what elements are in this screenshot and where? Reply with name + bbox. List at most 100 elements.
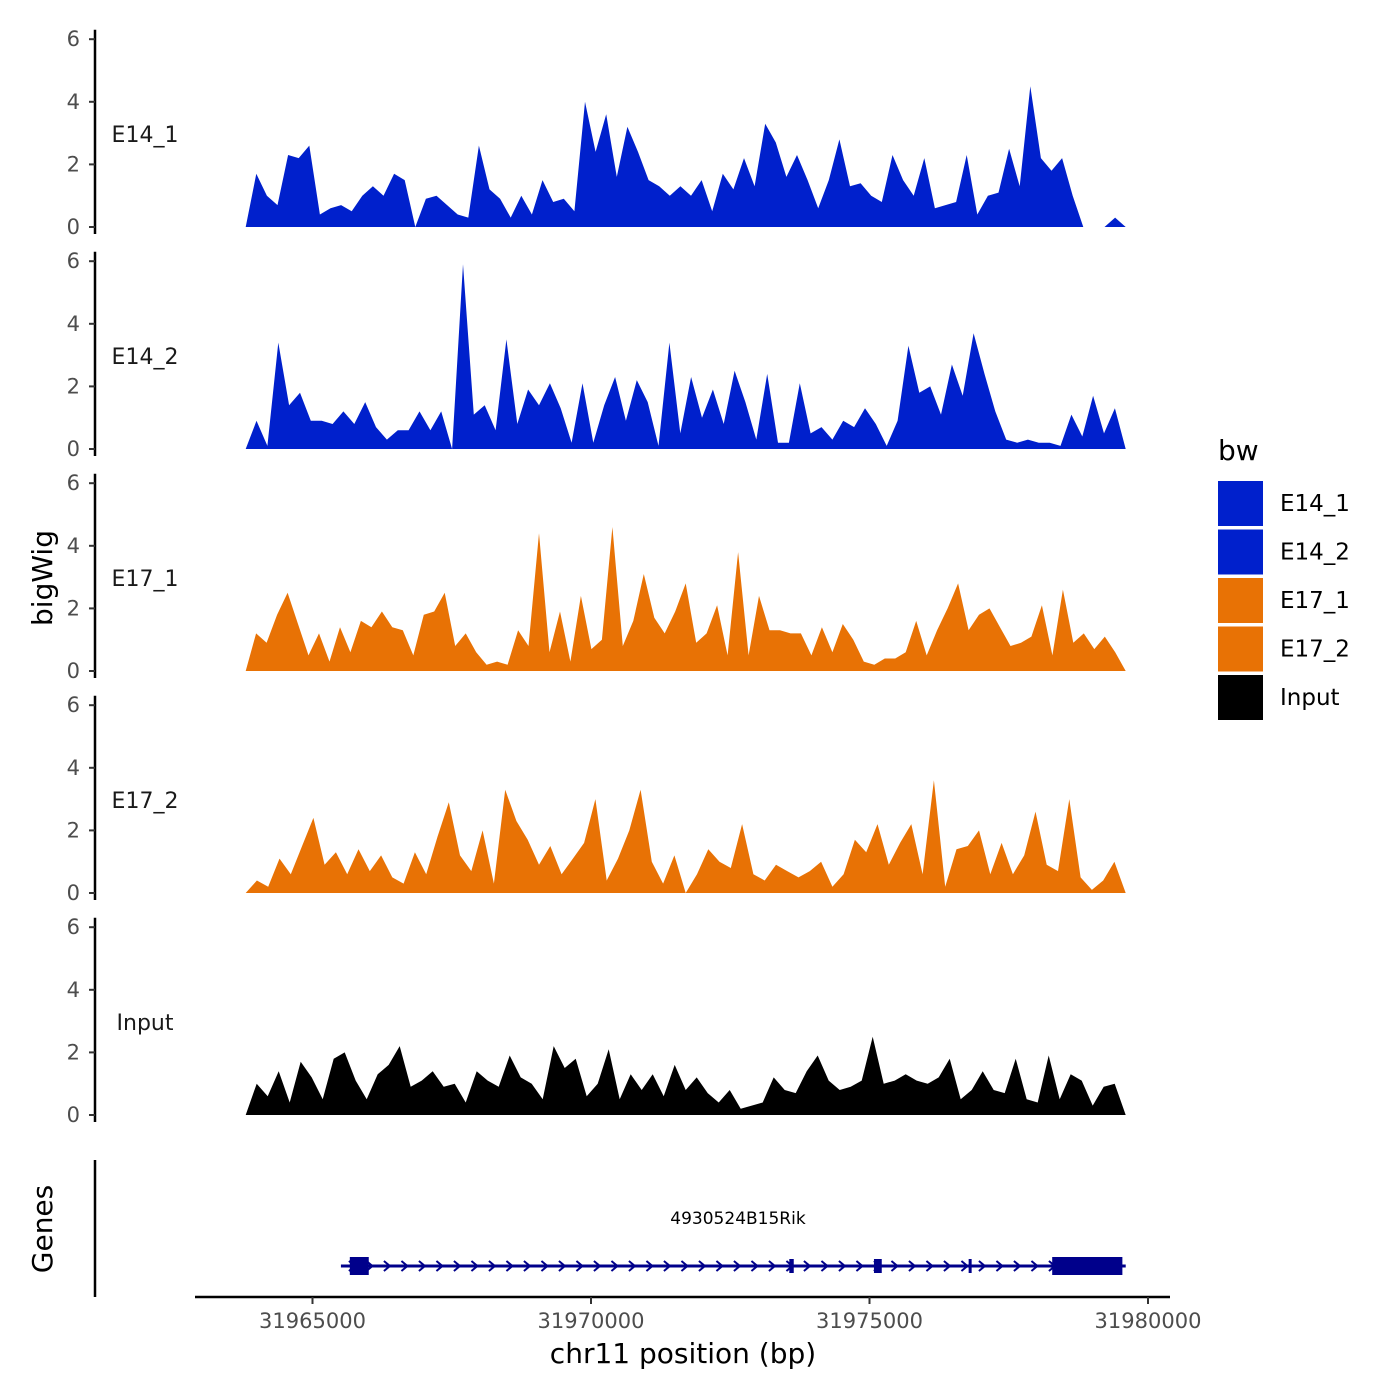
x-tick-label: 31980000 <box>1095 1309 1202 1333</box>
strand-arrow <box>593 1260 602 1272</box>
y-tick-label: 2 <box>67 596 80 620</box>
y-tick-label: 6 <box>67 693 80 717</box>
y-tick-label: 0 <box>67 659 80 683</box>
strand-arrow <box>978 1260 987 1272</box>
track-E14_1: 0 2 4 6 E14_1 <box>67 27 1126 239</box>
legend-title: bw <box>1218 434 1259 467</box>
signal-area-E14_2 <box>245 264 1126 449</box>
y-tick-label: 0 <box>67 881 80 905</box>
track-E17_2: 0 2 4 6 E17_2 <box>67 693 1126 905</box>
y-tick-label: 4 <box>67 756 80 780</box>
strand-arrow <box>418 1260 427 1272</box>
gene-exon <box>968 1259 972 1273</box>
strand-arrow <box>1013 1260 1022 1272</box>
track-label: E17_1 <box>112 567 179 592</box>
gene-exon <box>1052 1257 1123 1275</box>
strand-arrow <box>645 1260 654 1272</box>
signal-area-E17_1 <box>245 527 1126 671</box>
y-axis-title: bigWig <box>26 530 59 626</box>
y-tick-label: 4 <box>67 534 80 558</box>
y-tick-label: 6 <box>67 915 80 939</box>
x-tick-label: 31970000 <box>538 1309 645 1333</box>
strand-arrow <box>750 1260 759 1272</box>
strand-arrow <box>995 1260 1004 1272</box>
y-tick-label: 4 <box>67 90 80 114</box>
strand-arrow <box>960 1260 969 1272</box>
strand-arrow <box>908 1260 917 1272</box>
bigwig-tracks: 0 2 4 6 E14_1 0 2 4 6 E14_2 0 2 4 6 E17_1 0 2 4 6 E17_2 0 2 4 6… <box>67 27 1126 1127</box>
track-label: E14_2 <box>112 345 179 370</box>
x-tick-label: 31975000 <box>816 1309 923 1333</box>
legend: bw E14_1 E14_2 E17_1 E17_2 Input <box>1218 434 1350 720</box>
strand-arrow <box>663 1260 672 1272</box>
track-Input: 0 2 4 6 Input <box>67 915 1126 1127</box>
gene-exon <box>349 1257 369 1275</box>
strand-arrow <box>890 1260 899 1272</box>
legend-label-E14_2: E14_2 <box>1280 540 1350 566</box>
strand-arrow <box>435 1260 444 1272</box>
strand-arrow <box>400 1260 409 1272</box>
strand-arrow <box>488 1260 497 1272</box>
gene-track-y-axis-title: Genes <box>26 1185 59 1273</box>
strand-arrow <box>715 1260 724 1272</box>
y-tick-label: 0 <box>67 437 80 461</box>
strand-arrow <box>768 1260 777 1272</box>
strand-arrow <box>505 1260 514 1272</box>
y-tick-label: 0 <box>67 1103 80 1127</box>
strand-arrow <box>820 1260 829 1272</box>
strand-arrow <box>540 1260 549 1272</box>
x-axis-title: chr11 position (bp) <box>550 1337 816 1370</box>
signal-area-Input <box>245 1036 1126 1115</box>
y-tick-label: 2 <box>67 818 80 842</box>
legend-key-E17_2 <box>1218 626 1263 672</box>
legend-label-E17_2: E17_2 <box>1280 637 1350 663</box>
strand-arrow <box>943 1260 952 1272</box>
track-label: E17_2 <box>112 789 179 814</box>
x-tick-label: 31965000 <box>259 1309 366 1333</box>
signal-area-E14_1 <box>245 86 1126 227</box>
y-tick-label: 6 <box>67 471 80 495</box>
y-tick-label: 2 <box>67 374 80 398</box>
strand-arrow <box>1030 1260 1039 1272</box>
y-tick-label: 4 <box>67 312 80 336</box>
gene-name-label: 4930524B15Rik <box>670 1209 806 1229</box>
strand-arrow <box>698 1260 707 1272</box>
gene-exon <box>789 1259 794 1273</box>
y-tick-label: 6 <box>67 27 80 51</box>
y-tick-label: 2 <box>67 1040 80 1064</box>
y-tick-label: 2 <box>67 152 80 176</box>
legend-label-Input: Input <box>1280 685 1340 711</box>
gene-track: Genes 4930524B15Rik <box>26 1160 1126 1297</box>
signal-area-E17_2 <box>245 780 1126 893</box>
track-label: E14_1 <box>112 123 179 148</box>
track-E14_2: 0 2 4 6 E14_2 <box>67 249 1126 461</box>
strand-arrow <box>453 1260 462 1272</box>
y-tick-label: 0 <box>67 215 80 239</box>
strand-arrow <box>838 1260 847 1272</box>
track-E17_1: 0 2 4 6 E17_1 <box>67 471 1126 683</box>
gene-exon <box>873 1259 882 1273</box>
legend-label-E17_1: E17_1 <box>1280 588 1350 614</box>
strand-arrow <box>628 1260 637 1272</box>
strand-arrow <box>383 1260 392 1272</box>
legend-label-E14_1: E14_1 <box>1280 491 1350 517</box>
strand-arrow <box>610 1260 619 1272</box>
track-label: Input <box>117 1011 174 1036</box>
strand-arrow <box>855 1260 864 1272</box>
legend-key-E14_2 <box>1218 529 1263 575</box>
strand-arrow <box>575 1260 584 1272</box>
y-tick-label: 6 <box>67 249 80 273</box>
strand-arrow <box>558 1260 567 1272</box>
legend-key-E14_1 <box>1218 481 1263 526</box>
strand-arrow <box>925 1260 934 1272</box>
strand-arrow <box>680 1260 689 1272</box>
strand-arrow <box>470 1260 479 1272</box>
strand-arrow <box>803 1260 812 1272</box>
strand-arrow <box>733 1260 742 1272</box>
legend-key-E17_1 <box>1218 578 1263 623</box>
x-axis: 31965000 31970000 31975000 31980000 <box>195 1295 1202 1333</box>
legend-key-Input <box>1218 675 1263 720</box>
strand-arrow <box>523 1260 532 1272</box>
y-tick-label: 4 <box>67 978 80 1002</box>
